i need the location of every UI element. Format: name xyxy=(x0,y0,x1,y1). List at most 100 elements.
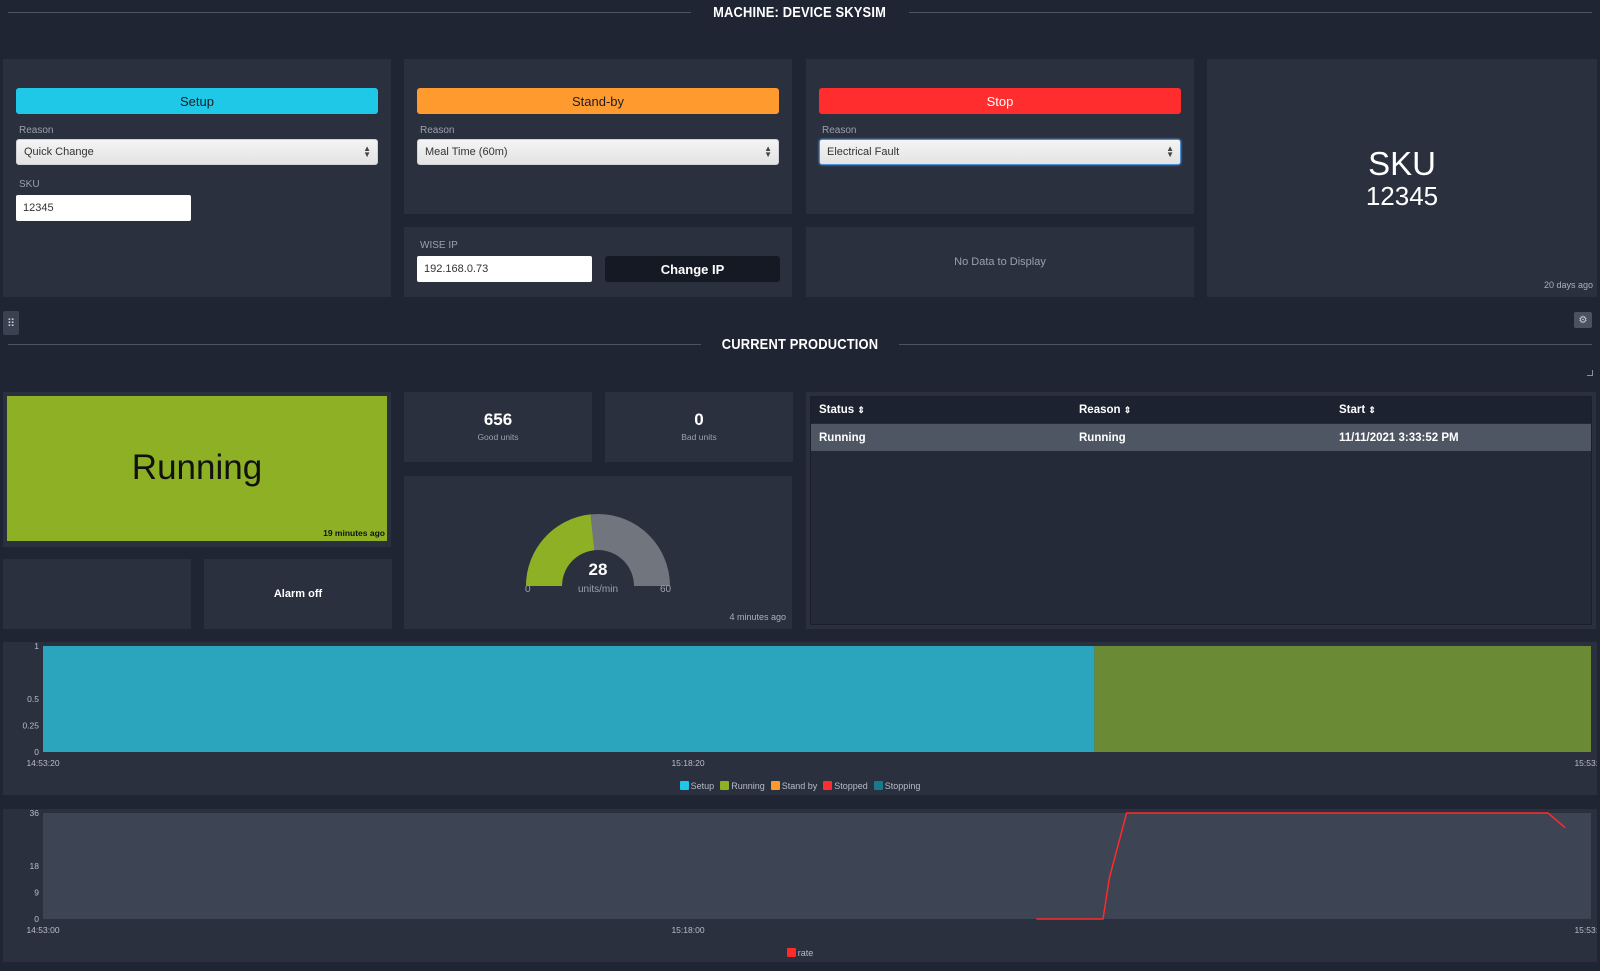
legend-item[interactable]: Stopping xyxy=(873,780,921,791)
status-table-panel: Status ⇕ Reason ⇕ Start ⇕ Running Runnin… xyxy=(806,392,1596,629)
column-header-label: Reason xyxy=(1079,404,1121,416)
legend-item[interactable]: Setup xyxy=(679,780,715,791)
column-header-status[interactable]: Status ⇕ xyxy=(819,404,865,416)
rate-chart: 0 9 18 36 14:53:00 15:18:00 15:53:00 xyxy=(26,809,1597,934)
state-segment xyxy=(43,646,1095,752)
divider xyxy=(8,343,702,345)
setup-button[interactable]: Setup xyxy=(16,88,378,114)
rate-legend: rate xyxy=(3,944,1597,962)
gauge-fill xyxy=(526,514,595,586)
gauge-max: 60 xyxy=(660,584,672,595)
good-units-value: 656 xyxy=(483,410,513,429)
gauge-timestamp: 4 minutes ago xyxy=(729,612,786,622)
resize-corner-icon[interactable] xyxy=(1587,370,1593,376)
legend-label: Stopping xyxy=(884,780,921,791)
select-arrows-icon: ▲ ▼ xyxy=(764,144,772,159)
sku-card-title: SKU xyxy=(1368,145,1436,182)
y-tick-label: 0.5 xyxy=(27,694,39,704)
standby-button[interactable]: Stand-by xyxy=(417,88,779,114)
bad-units-value: 0 xyxy=(694,410,704,429)
no-data-panel: No Data to Display xyxy=(806,227,1194,297)
good-units-tile: 656 Good units xyxy=(404,392,592,462)
status-card: Running 19 minutes ago xyxy=(7,396,387,541)
dashboard-header: MACHINE: DEVICE SKYSIM xyxy=(0,0,1600,24)
setup-reason-value: Quick Change xyxy=(24,146,94,158)
bad-units-tile: 0 Bad units xyxy=(605,392,793,462)
stop-reason-select[interactable]: Electrical Fault ▲ ▼ xyxy=(819,139,1181,165)
divider xyxy=(8,11,692,13)
select-arrows-icon: ▲ ▼ xyxy=(363,144,371,159)
setup-reason-label: Reason xyxy=(19,125,54,136)
x-tick-label: 15:53:00 xyxy=(1574,925,1597,934)
y-tick-label: 1 xyxy=(34,642,39,651)
state-chart: 0 0.25 0.5 1 14:53:20 15:18:20 15:53:20 xyxy=(22,642,1597,767)
divider xyxy=(898,343,1592,345)
legend-swatch xyxy=(679,781,689,790)
standby-reason-value: Meal Time (60m) xyxy=(425,146,508,158)
standby-panel: Stand-by Reason Meal Time (60m) ▲ ▼ xyxy=(404,59,792,214)
stop-reason-value: Electrical Fault xyxy=(827,146,900,158)
standby-reason-label: Reason xyxy=(420,125,455,136)
x-tick-label: 14:53:20 xyxy=(26,758,59,767)
standby-reason-select[interactable]: Meal Time (60m) ▲ ▼ xyxy=(417,139,779,165)
legend-item[interactable]: Stopped xyxy=(823,781,868,791)
rate-chart-panel: 0 9 18 36 14:53:00 15:18:00 15:53:00 rate xyxy=(3,809,1597,962)
gauge-value: 28 xyxy=(588,560,608,579)
rate-gauge xyxy=(526,514,670,586)
gear-icon[interactable]: ⚙ xyxy=(1574,312,1592,328)
column-header-start[interactable]: Start ⇕ xyxy=(1339,404,1376,416)
divider xyxy=(908,11,1592,13)
sort-icon: ⇕ xyxy=(1368,405,1376,415)
y-tick-label: 0 xyxy=(34,747,39,757)
empty-tile xyxy=(3,559,191,629)
x-tick-label: 15:18:20 xyxy=(671,758,704,767)
gauge-unit: units/min xyxy=(577,584,618,595)
sku-card-timestamp: 20 days ago xyxy=(1543,280,1593,290)
x-tick-label: 15:53:20 xyxy=(1574,758,1597,767)
x-tick-label: 15:18:00 xyxy=(671,925,704,934)
sort-icon: ⇕ xyxy=(1123,405,1132,415)
legend-item[interactable]: rate xyxy=(786,947,814,958)
cell-status: Running xyxy=(819,432,866,444)
state-legend: Setup Running Stand by Stopped Stopping xyxy=(3,777,1597,795)
legend-label: rate xyxy=(797,947,814,958)
alarm-status: Alarm off xyxy=(273,588,323,600)
y-tick-label: 9 xyxy=(34,888,39,898)
setup-panel: Setup Reason Quick Change ▲ ▼ SKU 12345 xyxy=(3,59,391,297)
select-arrows-icon: ▲ ▼ xyxy=(1166,144,1174,159)
production-title: CURRENT PRODUCTION xyxy=(721,335,879,353)
state-chart-panel: 0 0.25 0.5 1 14:53:20 15:18:20 15:53:20 Setup R… xyxy=(3,642,1597,795)
x-tick-label: 14:53:00 xyxy=(26,925,59,934)
legend-item[interactable]: Stand by xyxy=(770,780,818,791)
drag-handle-icon[interactable]: ⠿ xyxy=(3,311,19,335)
column-header-label: Start xyxy=(1339,404,1366,416)
legend-label: Setup xyxy=(690,780,715,791)
setup-reason-select[interactable]: Quick Change ▲ ▼ xyxy=(16,139,378,165)
column-header-label: Status xyxy=(819,404,855,416)
wise-ip-input[interactable]: 192.168.0.73 xyxy=(417,256,592,282)
plot-area xyxy=(43,813,1591,919)
legend-label: Stand by xyxy=(781,780,818,791)
stop-reason-label: Reason xyxy=(822,125,857,136)
stop-panel: Stop Reason Electrical Fault ▲ ▼ xyxy=(806,59,1194,214)
legend-label: Stopped xyxy=(834,780,868,791)
table-header: Status ⇕ Reason ⇕ Start ⇕ xyxy=(811,397,1591,423)
column-header-reason[interactable]: Reason ⇕ xyxy=(1079,404,1131,416)
legend-swatch xyxy=(823,781,833,790)
wise-ip-label: WISE IP xyxy=(420,240,458,251)
good-units-label: Good units xyxy=(477,432,519,442)
no-data-text: No Data to Display xyxy=(954,256,1046,268)
production-header: CURRENT PRODUCTION xyxy=(0,332,1600,356)
table-row[interactable]: Running Running 11/11/2021 3:33:52 PM xyxy=(811,424,1591,451)
page-title: MACHINE: DEVICE SKYSIM xyxy=(713,3,887,21)
rate-gauge-panel: 28 units/min 0 60 4 minutes ago xyxy=(404,476,792,629)
legend-swatch xyxy=(873,781,883,790)
status-card-container: Running 19 minutes ago xyxy=(3,392,391,547)
sku-label: SKU xyxy=(19,179,40,190)
bad-units-label: Bad units xyxy=(681,432,717,442)
change-ip-button[interactable]: Change IP xyxy=(605,256,780,282)
legend-item[interactable]: Running xyxy=(720,781,765,791)
sku-input[interactable]: 12345 xyxy=(16,195,191,221)
stop-button[interactable]: Stop xyxy=(819,88,1181,114)
cell-start: 11/11/2021 3:33:52 PM xyxy=(1339,432,1459,444)
